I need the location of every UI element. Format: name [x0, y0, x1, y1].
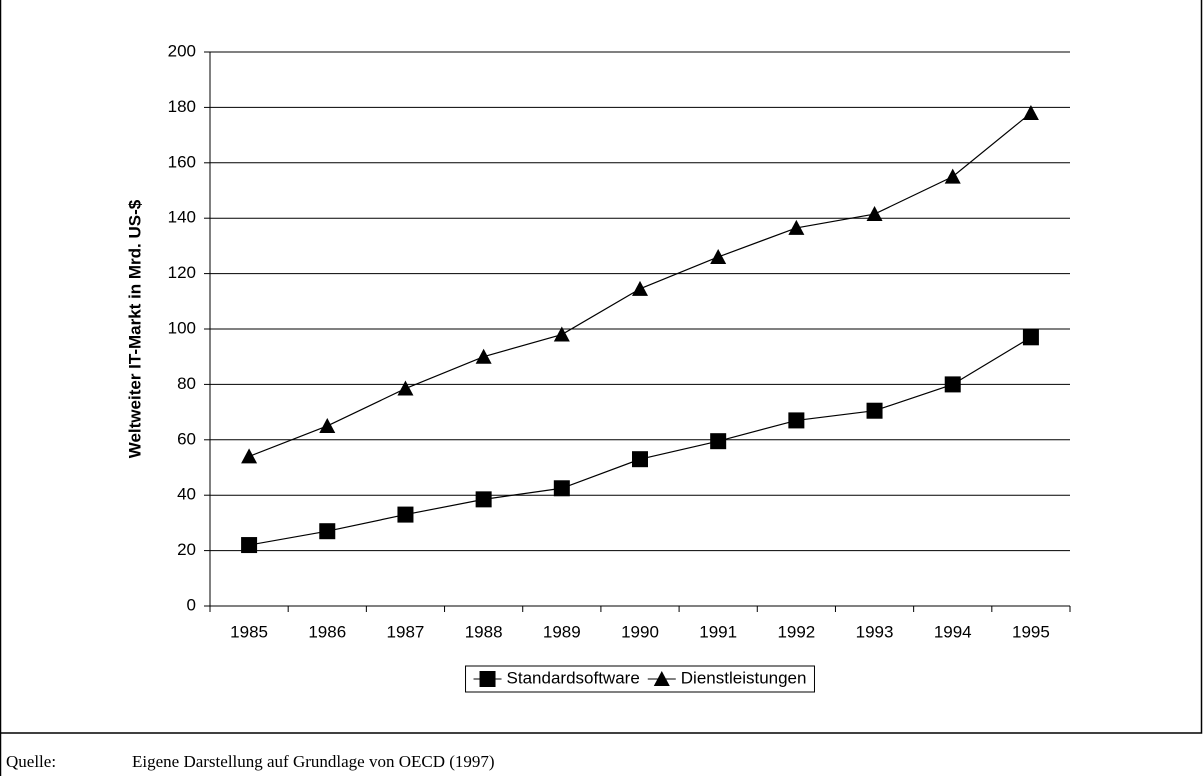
x-tick-label: 1993 — [856, 622, 894, 641]
marker — [788, 412, 805, 429]
legend-box — [465, 665, 815, 693]
y-tick-label: 60 — [177, 429, 196, 448]
x-tick-label: 1991 — [699, 622, 737, 641]
x-tick-label: 1990 — [621, 622, 659, 641]
y-tick-label: 200 — [168, 41, 196, 60]
legend: Standardsoftware Dienstleistungen — [465, 665, 815, 693]
marker — [632, 280, 648, 296]
marker — [553, 480, 570, 497]
source: Eigene Darstellung auf Grundlage von OEC… — [132, 752, 495, 771]
marker — [319, 523, 336, 540]
marker — [397, 506, 414, 523]
x-tick-label: 1995 — [1012, 622, 1050, 641]
marker — [1022, 104, 1039, 120]
marker — [553, 326, 570, 342]
y-tick-label: 40 — [177, 485, 196, 504]
frame — [0, 0, 1203, 734]
marker — [241, 448, 258, 464]
y-tick-label: 20 — [177, 540, 196, 559]
marker — [788, 219, 805, 235]
source-label: Quelle: — [6, 752, 56, 771]
marker — [475, 348, 492, 364]
x-tick-label: 1994 — [934, 622, 972, 641]
y-tick-label: 140 — [168, 208, 196, 227]
x-tick-label: 1989 — [543, 622, 581, 641]
y-tick-label: 180 — [168, 97, 196, 116]
y-tick-label: 0 — [187, 595, 196, 614]
y-tick-label: 160 — [168, 152, 196, 171]
marker — [710, 248, 727, 264]
y-axis-label: Weltweiter IT-Markt in Mrd. US-$ — [125, 199, 144, 458]
marker — [397, 380, 414, 396]
y-tick-label: 80 — [177, 374, 196, 393]
marker — [632, 451, 648, 468]
x-tick-label: 1987 — [387, 622, 425, 641]
marker — [475, 491, 492, 508]
x-tick-label: 1988 — [465, 622, 503, 641]
marker — [866, 206, 883, 222]
marker — [944, 376, 961, 393]
x-tick-label: 1992 — [777, 622, 815, 641]
x-tick-label: 1985 — [230, 622, 268, 641]
marker — [866, 402, 883, 419]
legend-marker — [479, 671, 496, 687]
y-tick-label: 100 — [168, 318, 196, 337]
marker — [241, 537, 258, 554]
marker — [944, 168, 961, 184]
legend-marker — [653, 671, 670, 686]
x-tick-label: 1986 — [308, 622, 346, 641]
marker — [710, 433, 727, 450]
marker — [319, 417, 336, 433]
series-line — [248, 336, 1032, 546]
legend-label: Dienstleistungen — [681, 668, 807, 687]
legend-label: Standardsoftware — [507, 668, 640, 687]
y-tick-label: 120 — [168, 263, 196, 282]
marker — [1022, 329, 1039, 346]
